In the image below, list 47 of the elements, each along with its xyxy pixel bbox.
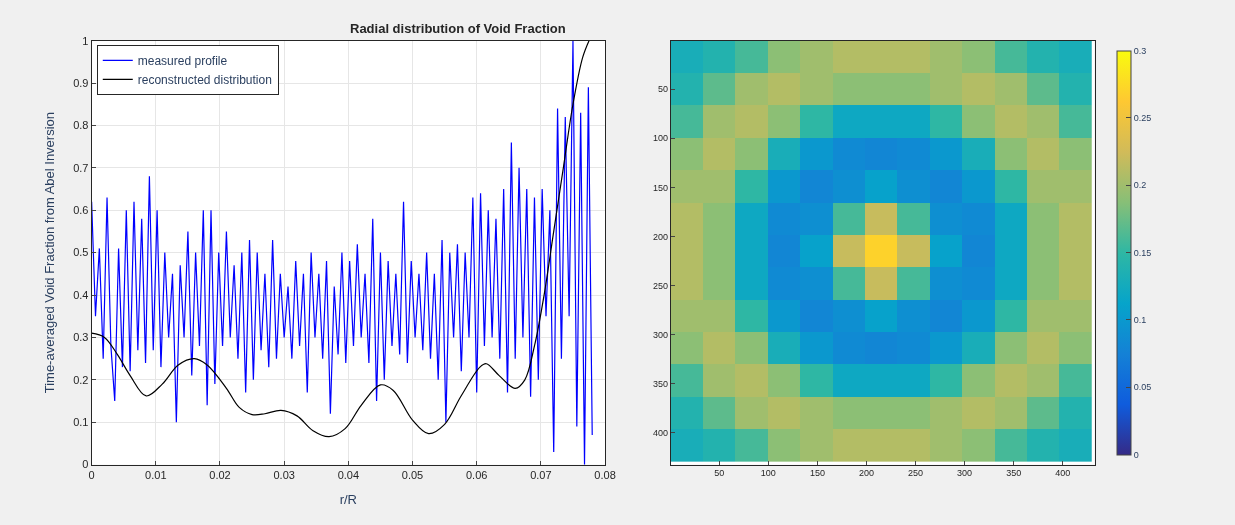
x-tick-label: 200 [858,468,874,479]
y-tick-label: 50 [657,84,668,95]
y-axis-title: Time-averaged Void Fraction from Abel Inversion [42,111,58,394]
color-bar-label: 0.3 [1133,45,1147,56]
y-tick-label: 0.1 [73,416,89,429]
x-axis-title: r/R [339,492,358,508]
chart-title: Radial distribution of Void Fraction [350,21,566,36]
x-tick-label: 0.02 [209,468,231,481]
y-tick-label: 350 [652,378,668,389]
y-tick-label: 0.6 [73,204,89,217]
x-tick-label: 0.03 [273,468,295,481]
color-bar-label: 0 [1133,449,1139,460]
x-tick-label: 0.06 [465,468,488,481]
y-tick-label: 200 [652,231,668,242]
color-bar-label: 0.15 [1133,247,1152,258]
color-bar-label: 0.05 [1133,382,1152,393]
y-tick-label: 0 [82,458,89,471]
y-tick-label: 0.8 [73,119,89,132]
x-tick-label: 0.01 [145,468,167,481]
x-tick-label: 100 [760,468,776,479]
x-tick-label: 150 [809,468,825,479]
y-tick-label: 400 [652,427,668,438]
legend-label: measured profile [137,54,228,69]
y-tick-label: 100 [652,133,668,144]
y-tick-label: 0.3 [73,331,89,344]
y-tick-label: 0.7 [73,161,89,174]
color-bar-label: 0.1 [1133,315,1147,326]
y-tick-label: 0.9 [73,76,89,89]
x-tick-label: 0.05 [401,468,424,481]
x-tick-label: 250 [908,468,924,479]
x-tick-label: 0.08 [594,468,616,481]
color-bar-label: 0.25 [1133,113,1152,124]
y-tick-label: 0.2 [73,373,89,386]
y-tick-label: 300 [652,329,668,340]
x-tick-label: 50 [714,468,725,479]
y-tick-label: 0.4 [73,288,89,301]
x-tick-label: 0.07 [530,468,552,481]
color-bar-label: 0.2 [1133,180,1147,191]
x-tick-label: 350 [1006,468,1022,479]
y-tick-label: 250 [652,280,668,291]
x-tick-label: 300 [957,468,973,479]
legend-label: reconstructed distribution [137,73,272,88]
x-tick-label: 0.04 [337,468,360,481]
y-tick-label: 1 [82,34,89,47]
y-tick-label: 150 [652,182,668,193]
x-tick-label: 400 [1055,468,1071,479]
y-tick-label: 0.5 [73,246,89,259]
